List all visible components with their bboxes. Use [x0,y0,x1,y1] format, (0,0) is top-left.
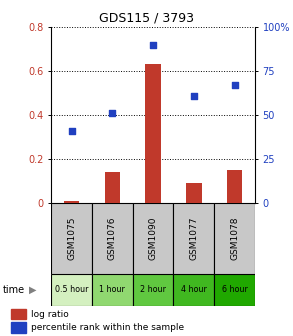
Text: time: time [3,285,25,295]
Point [192,93,196,98]
Text: GSM1076: GSM1076 [108,217,117,260]
Text: 4 hour: 4 hour [181,285,207,294]
Bar [92,203,133,274]
Text: GSM1075: GSM1075 [67,217,76,260]
Text: 0.5 hour: 0.5 hour [55,285,88,294]
Text: GSM1078: GSM1078 [230,217,239,260]
Text: 6 hour: 6 hour [222,285,248,294]
Bar [11,323,25,333]
Text: GDS115 / 3793: GDS115 / 3793 [99,12,194,25]
Text: percentile rank within the sample: percentile rank within the sample [31,323,184,332]
Point [69,128,74,134]
Text: ▶: ▶ [29,285,37,295]
Bar [11,309,25,319]
Bar [51,274,92,306]
Point [232,82,237,88]
Bar [133,274,173,306]
Bar [92,274,133,306]
Bar [105,172,120,203]
Bar [173,274,214,306]
Text: GSM1077: GSM1077 [189,217,198,260]
Point [110,111,115,116]
Bar [51,203,92,274]
Text: 2 hour: 2 hour [140,285,166,294]
Bar [214,203,255,274]
Point [151,42,155,47]
Text: 1 hour: 1 hour [99,285,125,294]
Text: log ratio: log ratio [31,310,69,319]
Bar [64,201,79,203]
Text: GSM1090: GSM1090 [149,217,158,260]
Bar [214,274,255,306]
Bar [145,65,161,203]
Bar [227,170,242,203]
Bar [186,183,202,203]
Bar [173,203,214,274]
Bar [133,203,173,274]
